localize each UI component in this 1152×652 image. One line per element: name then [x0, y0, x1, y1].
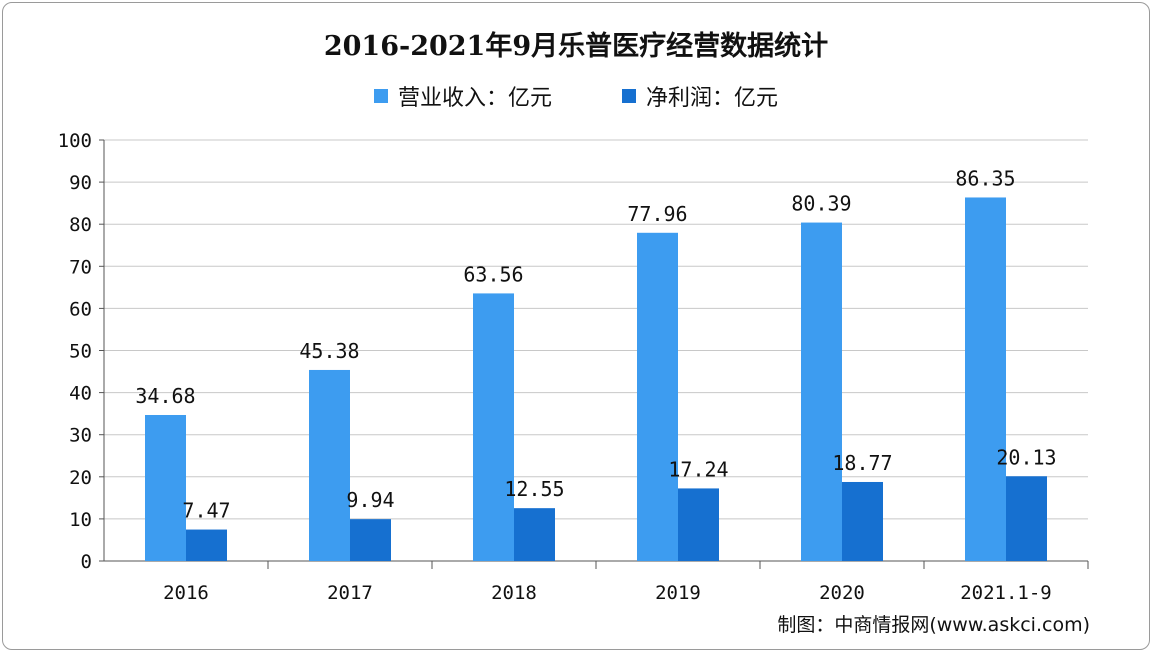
x-tick-label: 2018	[491, 582, 537, 604]
y-tick-label: 50	[69, 341, 92, 363]
data-label-revenue: 45.38	[299, 339, 359, 363]
bar-profit	[514, 508, 555, 561]
data-label-revenue: 63.56	[463, 262, 523, 286]
bar-profit	[1006, 476, 1047, 561]
bar-revenue	[965, 197, 1006, 562]
y-tick-label: 100	[58, 130, 92, 152]
data-label-profit: 17.24	[668, 457, 728, 481]
y-tick-label: 90	[69, 172, 92, 194]
y-tick-label: 20	[69, 467, 92, 489]
legend-item-revenue: 营业收入：亿元	[373, 80, 552, 112]
bar-profit	[350, 519, 391, 561]
x-tick-label: 2016	[163, 582, 209, 604]
x-tick-label: 2021.1-9	[960, 582, 1052, 604]
y-tick-label: 10	[69, 509, 92, 531]
legend-label-profit: 净利润：亿元	[646, 86, 779, 111]
data-label-profit: 9.94	[346, 488, 394, 512]
y-tick-label: 30	[69, 425, 92, 447]
data-label-profit: 7.47	[182, 499, 230, 523]
legend-label-revenue: 营业收入：亿元	[397, 86, 552, 111]
bar-revenue	[801, 222, 842, 561]
data-label-profit: 18.77	[832, 451, 892, 475]
x-tick-label: 2019	[655, 582, 701, 604]
data-label-revenue: 34.68	[135, 384, 195, 408]
y-tick-label: 0	[81, 551, 92, 573]
chart-title: 2016-2021年9月乐普医疗经营数据统计	[323, 31, 829, 62]
bar-revenue	[145, 414, 186, 561]
bar-revenue	[637, 232, 678, 562]
legend-swatch-profit	[622, 89, 636, 103]
legend: 营业收入：亿元 净利润：亿元	[0, 80, 1152, 112]
bar-profit	[678, 488, 719, 561]
data-label-revenue: 80.39	[791, 192, 851, 216]
bar-revenue	[309, 369, 350, 561]
data-label-profit: 12.55	[504, 477, 564, 501]
y-tick-label: 40	[69, 383, 92, 405]
x-tick-label: 2017	[327, 582, 373, 604]
legend-swatch-revenue	[373, 89, 388, 103]
data-label-revenue: 86.35	[955, 166, 1015, 190]
y-tick-label: 60	[69, 298, 92, 320]
data-label-revenue: 77.96	[627, 202, 687, 226]
legend-item-profit: 净利润：亿元	[622, 80, 778, 112]
data-label-profit: 20.13	[996, 445, 1056, 469]
bar-profit	[842, 481, 883, 561]
bar-revenue	[473, 293, 514, 561]
source-credit: 制图：中商情报网(www.askci.com)	[777, 614, 1090, 636]
y-tick-label: 80	[69, 214, 92, 236]
bar-profit	[186, 529, 227, 561]
y-tick-label: 70	[69, 256, 92, 278]
x-tick-label: 2020	[819, 582, 865, 604]
